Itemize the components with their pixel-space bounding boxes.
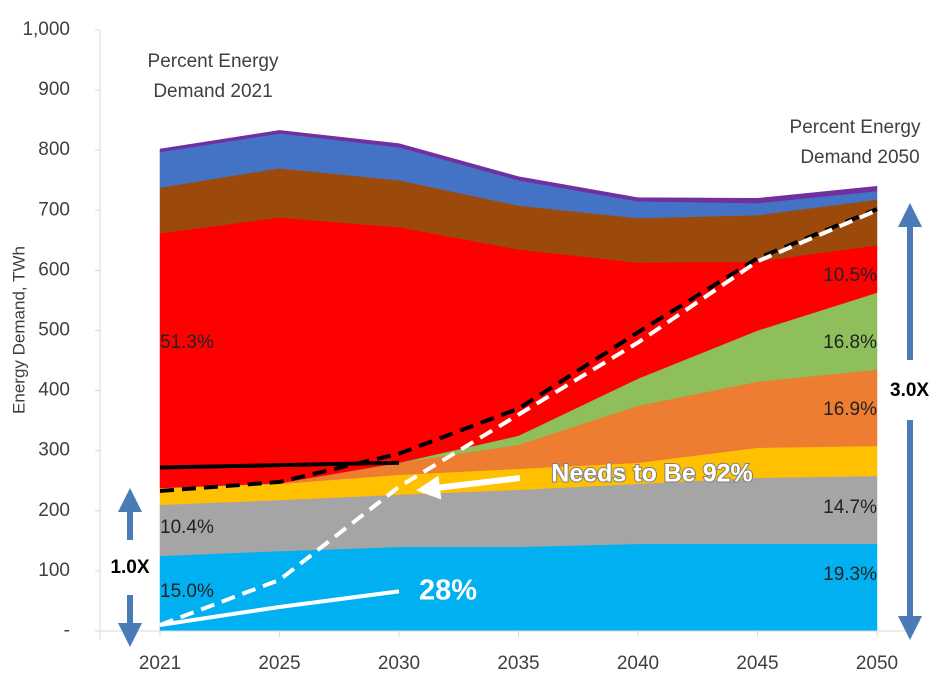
x-tick-label: 2021 — [139, 653, 181, 674]
area — [159, 543, 878, 632]
y-tick-label: 700 — [38, 199, 70, 220]
y-tick-label: 200 — [38, 500, 70, 521]
y-tick-label: 300 — [38, 440, 70, 461]
annotation: 10.5% — [823, 265, 877, 286]
annotation: 3.0X — [890, 380, 929, 401]
y-tick-label: 100 — [38, 560, 70, 581]
x-tick-label: 2025 — [258, 653, 300, 674]
annotation: Percent Energy — [790, 117, 921, 138]
area — [159, 130, 878, 204]
y-tick-label: 500 — [38, 320, 70, 341]
annotation: 15.0% — [160, 581, 214, 602]
line — [159, 208, 878, 627]
annotation: 19.3% — [823, 564, 877, 585]
annotation: 16.9% — [823, 399, 877, 420]
annotation: Percent Energy — [148, 51, 279, 72]
x-tick-label: 2040 — [617, 653, 659, 674]
annotation: 14.7% — [823, 497, 877, 518]
x-tick-label: 2045 — [736, 653, 778, 674]
y-tick-label: 900 — [38, 79, 70, 100]
annotation: 16.8% — [823, 332, 877, 353]
y-tick-label: 400 — [38, 380, 70, 401]
line — [159, 589, 400, 627]
annotation: 28% — [419, 575, 477, 607]
y-axis-label: Energy Demand, TWh — [9, 246, 28, 414]
annotation: 1.0X — [110, 557, 149, 578]
x-tick-label: 2050 — [856, 653, 898, 674]
annotation: Demand 2050 — [800, 147, 919, 168]
annotation: 10.4% — [160, 517, 214, 538]
x-tick-label: 2035 — [497, 653, 539, 674]
annotation: 51.3% — [160, 332, 214, 353]
arrow — [416, 475, 521, 500]
x-tick-label: 2030 — [378, 653, 420, 674]
y-tick-label: - — [64, 620, 70, 641]
y-tick-label: 600 — [38, 259, 70, 280]
y-tick-label: 800 — [38, 139, 70, 160]
annotation: Demand 2021 — [153, 81, 272, 102]
line — [159, 207, 878, 493]
annotation: Needs to Be 92% — [551, 460, 752, 488]
y-tick-label: 1,000 — [22, 19, 70, 40]
